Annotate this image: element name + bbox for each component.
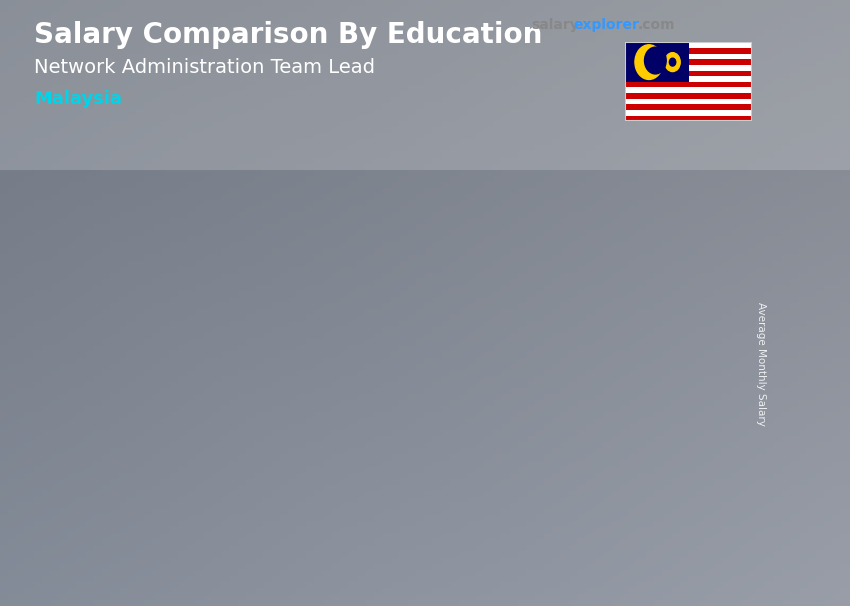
- Polygon shape: [214, 381, 234, 521]
- Bar: [625, 42, 752, 48]
- Text: Master's
Degree: Master's Degree: [574, 537, 644, 569]
- Bar: [625, 87, 752, 93]
- Text: Network Administration Team Lead: Network Administration Team Lead: [34, 58, 375, 76]
- Bar: [625, 110, 752, 116]
- Polygon shape: [133, 381, 234, 388]
- Polygon shape: [559, 268, 659, 276]
- Text: Bachelor's
Degree: Bachelor's Degree: [354, 537, 439, 569]
- Text: .com: .com: [638, 18, 675, 32]
- Text: salary: salary: [531, 18, 579, 32]
- Circle shape: [665, 53, 680, 72]
- Bar: [625, 59, 752, 65]
- Bar: [625, 76, 752, 82]
- Bar: [625, 99, 752, 104]
- Bar: [133, 388, 214, 521]
- Text: +43%: +43%: [464, 215, 541, 239]
- Text: 7,620 MYR: 7,620 MYR: [319, 323, 402, 337]
- Bar: [625, 93, 752, 99]
- Circle shape: [635, 45, 663, 79]
- Polygon shape: [347, 342, 446, 350]
- Bar: [625, 65, 752, 70]
- Text: Certificate or
Diploma: Certificate or Diploma: [129, 537, 239, 569]
- Text: Salary Comparison By Education: Salary Comparison By Education: [34, 21, 542, 49]
- Circle shape: [644, 47, 666, 74]
- Bar: [625, 82, 752, 87]
- Text: Malaysia: Malaysia: [34, 90, 122, 108]
- Text: Average Monthly Salary: Average Monthly Salary: [756, 302, 766, 425]
- Polygon shape: [639, 268, 659, 521]
- Bar: [347, 350, 427, 521]
- Bar: [559, 276, 639, 521]
- Bar: [625, 54, 752, 59]
- Bar: [625, 104, 752, 110]
- Polygon shape: [427, 342, 446, 521]
- Bar: [625, 48, 752, 54]
- Text: 10,900 MYR: 10,900 MYR: [531, 249, 624, 263]
- Bar: [625, 116, 752, 121]
- Text: 5,900 MYR: 5,900 MYR: [100, 362, 184, 376]
- Bar: [625, 42, 688, 82]
- Bar: [625, 70, 752, 76]
- Text: +29%: +29%: [252, 289, 328, 313]
- Text: explorer: explorer: [574, 18, 639, 32]
- Circle shape: [670, 58, 676, 66]
